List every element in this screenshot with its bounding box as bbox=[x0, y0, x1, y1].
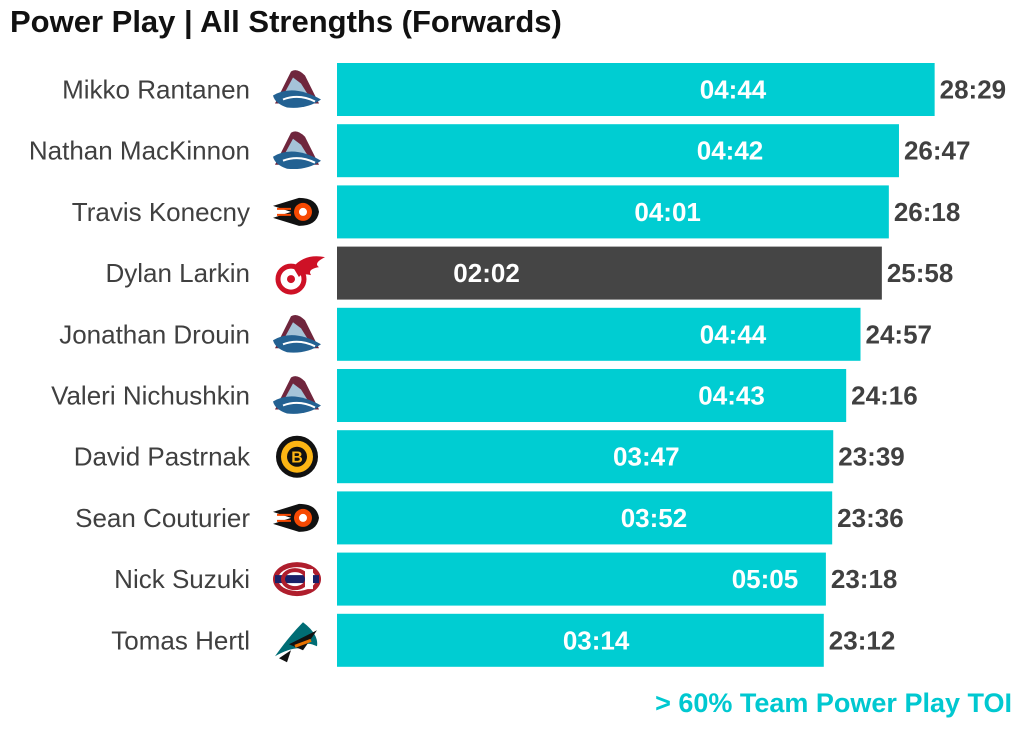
pp-toi-label: 04:01 bbox=[634, 197, 701, 227]
player-row: Dylan Larkin 02:02 25:58 bbox=[105, 246, 954, 300]
total-toi-label: 26:47 bbox=[904, 136, 971, 166]
flyers-logo-icon bbox=[273, 503, 319, 532]
avalanche-logo-icon bbox=[273, 70, 321, 108]
player-row: Sean Couturier 03:52 23:36 bbox=[75, 491, 904, 545]
sharks-logo-icon bbox=[275, 622, 318, 663]
flyers-logo-icon bbox=[273, 197, 319, 226]
player-row: Nick Suzuki 05:05 23:18 bbox=[114, 552, 898, 606]
pp-toi-label: 03:14 bbox=[563, 625, 630, 655]
total-toi-label: 26:18 bbox=[894, 197, 961, 227]
toi-bar bbox=[337, 491, 833, 545]
toi-bar bbox=[337, 430, 834, 484]
player-name-label: Travis Konecny bbox=[72, 197, 250, 227]
pp-toi-label: 04:43 bbox=[698, 381, 765, 411]
toi-bar bbox=[337, 613, 824, 667]
total-toi-label: 28:29 bbox=[940, 75, 1007, 105]
player-row: Nathan MacKinnon 04:42 26:47 bbox=[29, 124, 971, 178]
toi-bar bbox=[337, 63, 935, 116]
avalanche-logo-icon bbox=[273, 376, 321, 414]
player-name-label: Jonathan Drouin bbox=[59, 319, 250, 349]
total-toi-label: 24:16 bbox=[851, 381, 918, 411]
player-name-label: Nick Suzuki bbox=[114, 564, 250, 594]
player-name-label: Dylan Larkin bbox=[105, 258, 250, 288]
toi-bar bbox=[337, 246, 882, 300]
total-toi-label: 23:39 bbox=[838, 442, 905, 472]
player-name-label: Tomas Hertl bbox=[111, 625, 250, 655]
toi-bar bbox=[337, 185, 889, 239]
player-name-label: Sean Couturier bbox=[75, 503, 250, 533]
player-name-label: Valeri Nichushkin bbox=[51, 381, 250, 411]
player-row: Travis Konecny 04:01 26:18 bbox=[72, 185, 961, 239]
total-toi-label: 23:12 bbox=[829, 625, 896, 655]
total-toi-label: 23:18 bbox=[831, 564, 898, 594]
pp-toi-label: 03:52 bbox=[621, 503, 688, 533]
player-name-label: David Pastrnak bbox=[74, 442, 251, 472]
red-wings-logo-icon bbox=[275, 256, 325, 295]
avalanche-logo-icon bbox=[273, 131, 321, 170]
pp-toi-label: 04:42 bbox=[697, 136, 764, 166]
toi-bar bbox=[337, 552, 826, 606]
chart-rows: Mikko Rantanen 04:44 28:29 Nathan MacKinnon… bbox=[29, 63, 1006, 667]
player-name-label: Nathan MacKinnon bbox=[29, 136, 250, 166]
pp-toi-label: 04:44 bbox=[700, 75, 767, 105]
toi-bar bbox=[337, 307, 861, 361]
player-row: Jonathan Drouin 04:44 24:57 bbox=[59, 307, 933, 361]
chart-title: Power Play | All Strengths (Forwards) bbox=[10, 4, 562, 39]
player-row: Tomas Hertl 03:14 23:12 bbox=[111, 613, 896, 667]
toi-bar bbox=[337, 369, 847, 422]
toi-bar bbox=[337, 124, 899, 178]
pp-toi-label: 03:47 bbox=[613, 442, 680, 472]
player-row: David Pastrnak B 03:47 23:39 bbox=[74, 430, 905, 484]
legend-annotation: > 60% Team Power Play TOI bbox=[655, 688, 1012, 718]
canadiens-logo-icon bbox=[273, 562, 321, 597]
pp-toi-label: 04:44 bbox=[700, 319, 767, 349]
total-toi-label: 25:58 bbox=[887, 258, 954, 288]
total-toi-label: 24:57 bbox=[866, 319, 933, 349]
player-row: Mikko Rantanen 04:44 28:29 bbox=[62, 63, 1006, 116]
pp-toi-label: 05:05 bbox=[732, 564, 799, 594]
total-toi-label: 23:36 bbox=[837, 503, 904, 533]
player-name-label: Mikko Rantanen bbox=[62, 75, 250, 105]
avalanche-logo-icon bbox=[273, 314, 321, 353]
pp-toi-label: 02:02 bbox=[453, 258, 520, 288]
svg-text:B: B bbox=[291, 450, 303, 467]
bruins-logo-icon: B bbox=[276, 435, 318, 478]
player-row: Valeri Nichushkin 04:43 24:16 bbox=[51, 369, 918, 422]
